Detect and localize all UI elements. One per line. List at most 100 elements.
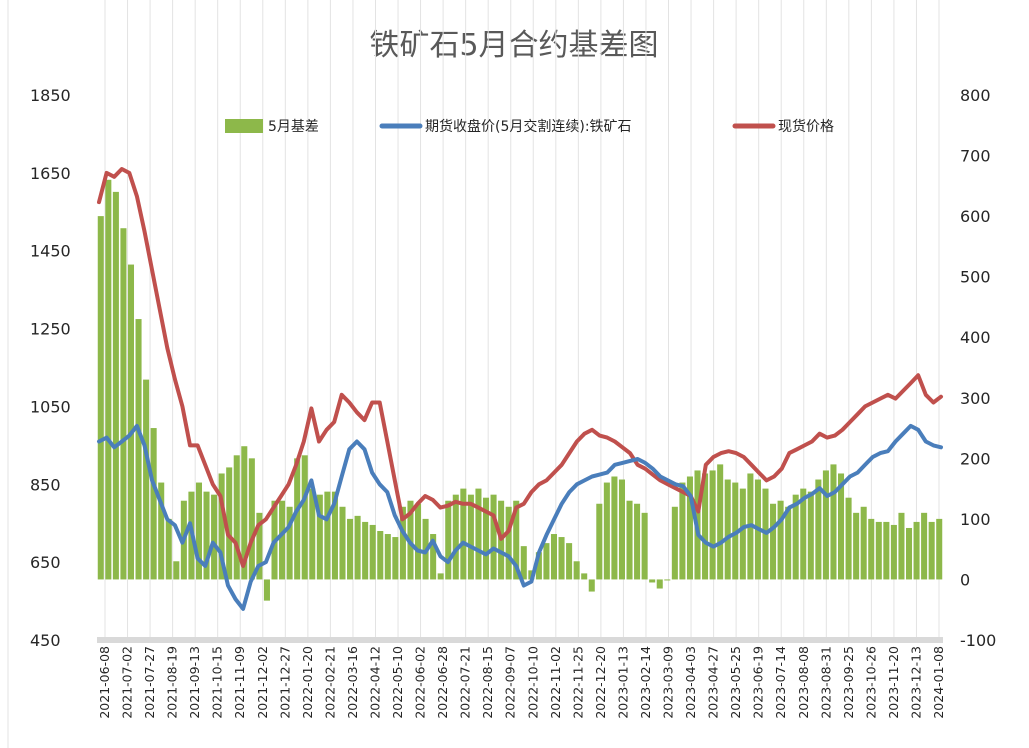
basis-bar	[777, 500, 784, 580]
basis-bar	[120, 228, 127, 580]
basis-bar	[739, 488, 746, 580]
y-left-tick-label: 1050	[30, 397, 71, 416]
chart-title: 铁矿石5月合约基差图	[369, 28, 658, 63]
x-tick-label: 2022-11-02	[548, 646, 563, 719]
basis-bar	[883, 521, 890, 580]
basis-bar	[838, 473, 845, 580]
basis-bar	[649, 579, 656, 583]
basis-bar	[203, 491, 210, 580]
x-tick-label: 2023-09-25	[841, 646, 856, 719]
basis-bar	[656, 579, 663, 589]
basis-bar	[618, 479, 625, 580]
x-tick-label: 2023-12-13	[908, 646, 923, 719]
x-tick-label: 2023-03-09	[661, 646, 676, 719]
basis-bar	[347, 518, 354, 580]
basis-bar	[611, 476, 618, 580]
basis-bar	[860, 506, 867, 580]
basis-bar	[520, 546, 527, 580]
x-tick-label: 2021-11-09	[232, 646, 247, 719]
x-tick-label: 2023-04-03	[683, 646, 698, 719]
basis-bar	[143, 379, 150, 580]
basis-bar	[135, 319, 142, 580]
y-right-tick-label: 500	[960, 268, 991, 287]
x-tick-label: 2022-05-10	[390, 646, 405, 719]
y-left-tick-label: 650	[30, 553, 61, 572]
y-right-tick-label: 300	[960, 389, 991, 408]
x-tick-label: 2022-10-10	[525, 646, 540, 719]
y-left-tick-label: 850	[30, 475, 61, 494]
basis-bar	[211, 494, 218, 580]
basis-bar	[309, 488, 316, 580]
y-right-tick-label: 0	[960, 570, 970, 589]
basis-bar	[928, 521, 935, 580]
x-tick-label: 2022-02-21	[322, 646, 337, 719]
x-tick-label: 2023-07-14	[773, 646, 788, 719]
basis-bar	[785, 506, 792, 580]
x-tick-label: 2021-12-27	[277, 646, 292, 719]
x-tick-label: 2023-06-19	[751, 646, 766, 719]
x-tick-label: 2022-01-20	[300, 646, 315, 719]
basis-bar	[822, 470, 829, 580]
y-left-tick-label: 1650	[30, 164, 71, 183]
basis-bar	[709, 470, 716, 580]
x-tick-label: 2022-03-16	[345, 646, 360, 719]
x-tick-label: 2022-08-15	[480, 646, 495, 719]
basis-bar	[573, 561, 580, 580]
basis-bar	[226, 467, 233, 580]
basis-bar	[301, 455, 308, 580]
x-tick-label: 2022-06-28	[435, 646, 450, 719]
x-tick-label: 2022-06-02	[413, 646, 428, 719]
basis-bar	[112, 191, 119, 580]
y-right-tick-label: -100	[960, 631, 996, 650]
basis-bar	[316, 494, 323, 580]
basis-bar	[853, 512, 860, 580]
x-tick-label: 2024-01-08	[931, 646, 946, 719]
basis-bar	[535, 552, 542, 580]
basis-bar	[830, 464, 837, 580]
legend-label-futures: 期货收盘价(5月交割连续):铁矿石	[425, 118, 632, 135]
basis-bar	[566, 543, 573, 580]
basis-bar	[717, 464, 724, 580]
basis-bar	[97, 216, 104, 580]
x-tick-label: 2021-07-27	[142, 646, 157, 719]
x-tick-label: 2023-01-13	[615, 646, 630, 719]
x-tick-label: 2021-06-08	[97, 646, 112, 719]
basis-bar	[165, 518, 172, 580]
basis-bar	[770, 503, 777, 580]
x-tick-label: 2022-12-20	[593, 646, 608, 719]
basis-bar	[875, 521, 882, 580]
basis-bar	[430, 534, 437, 580]
basis-bar	[724, 479, 731, 580]
basis-bar	[475, 488, 482, 580]
x-tick-label: 2022-09-07	[503, 646, 518, 719]
basis-bar	[127, 264, 135, 580]
x-tick-label: 2023-08-31	[818, 646, 833, 719]
basis-bar	[173, 561, 180, 580]
basis-bar	[233, 455, 240, 580]
basis-bar	[921, 512, 928, 580]
basis-bar	[890, 524, 897, 580]
x-tick-label: 2021-09-13	[187, 646, 202, 719]
x-tick-label: 2023-05-25	[728, 646, 743, 719]
x-tick-label: 2021-12-02	[255, 646, 270, 719]
basis-bar	[263, 579, 270, 601]
basis-bar	[158, 482, 165, 580]
basis-bar	[324, 491, 331, 580]
basis-bar	[626, 500, 633, 580]
basis-bar	[800, 488, 807, 580]
basis-bar	[369, 524, 376, 580]
legend-label-spot: 现货价格	[778, 118, 834, 135]
basis-bar	[581, 573, 588, 580]
basis-bar	[331, 491, 338, 580]
basis-bar	[913, 521, 920, 580]
x-tick-label: 2022-07-21	[458, 646, 473, 719]
basis-bar	[195, 482, 202, 580]
basis-bar	[279, 500, 286, 580]
basis-bar	[105, 179, 112, 580]
basis-bar	[732, 482, 739, 580]
x-tick-label: 2023-02-14	[638, 646, 653, 719]
basis-bar	[392, 537, 399, 580]
basis-bar	[339, 506, 346, 580]
basis-bar	[550, 534, 558, 580]
x-tick-label: 2022-11-25	[570, 646, 585, 719]
